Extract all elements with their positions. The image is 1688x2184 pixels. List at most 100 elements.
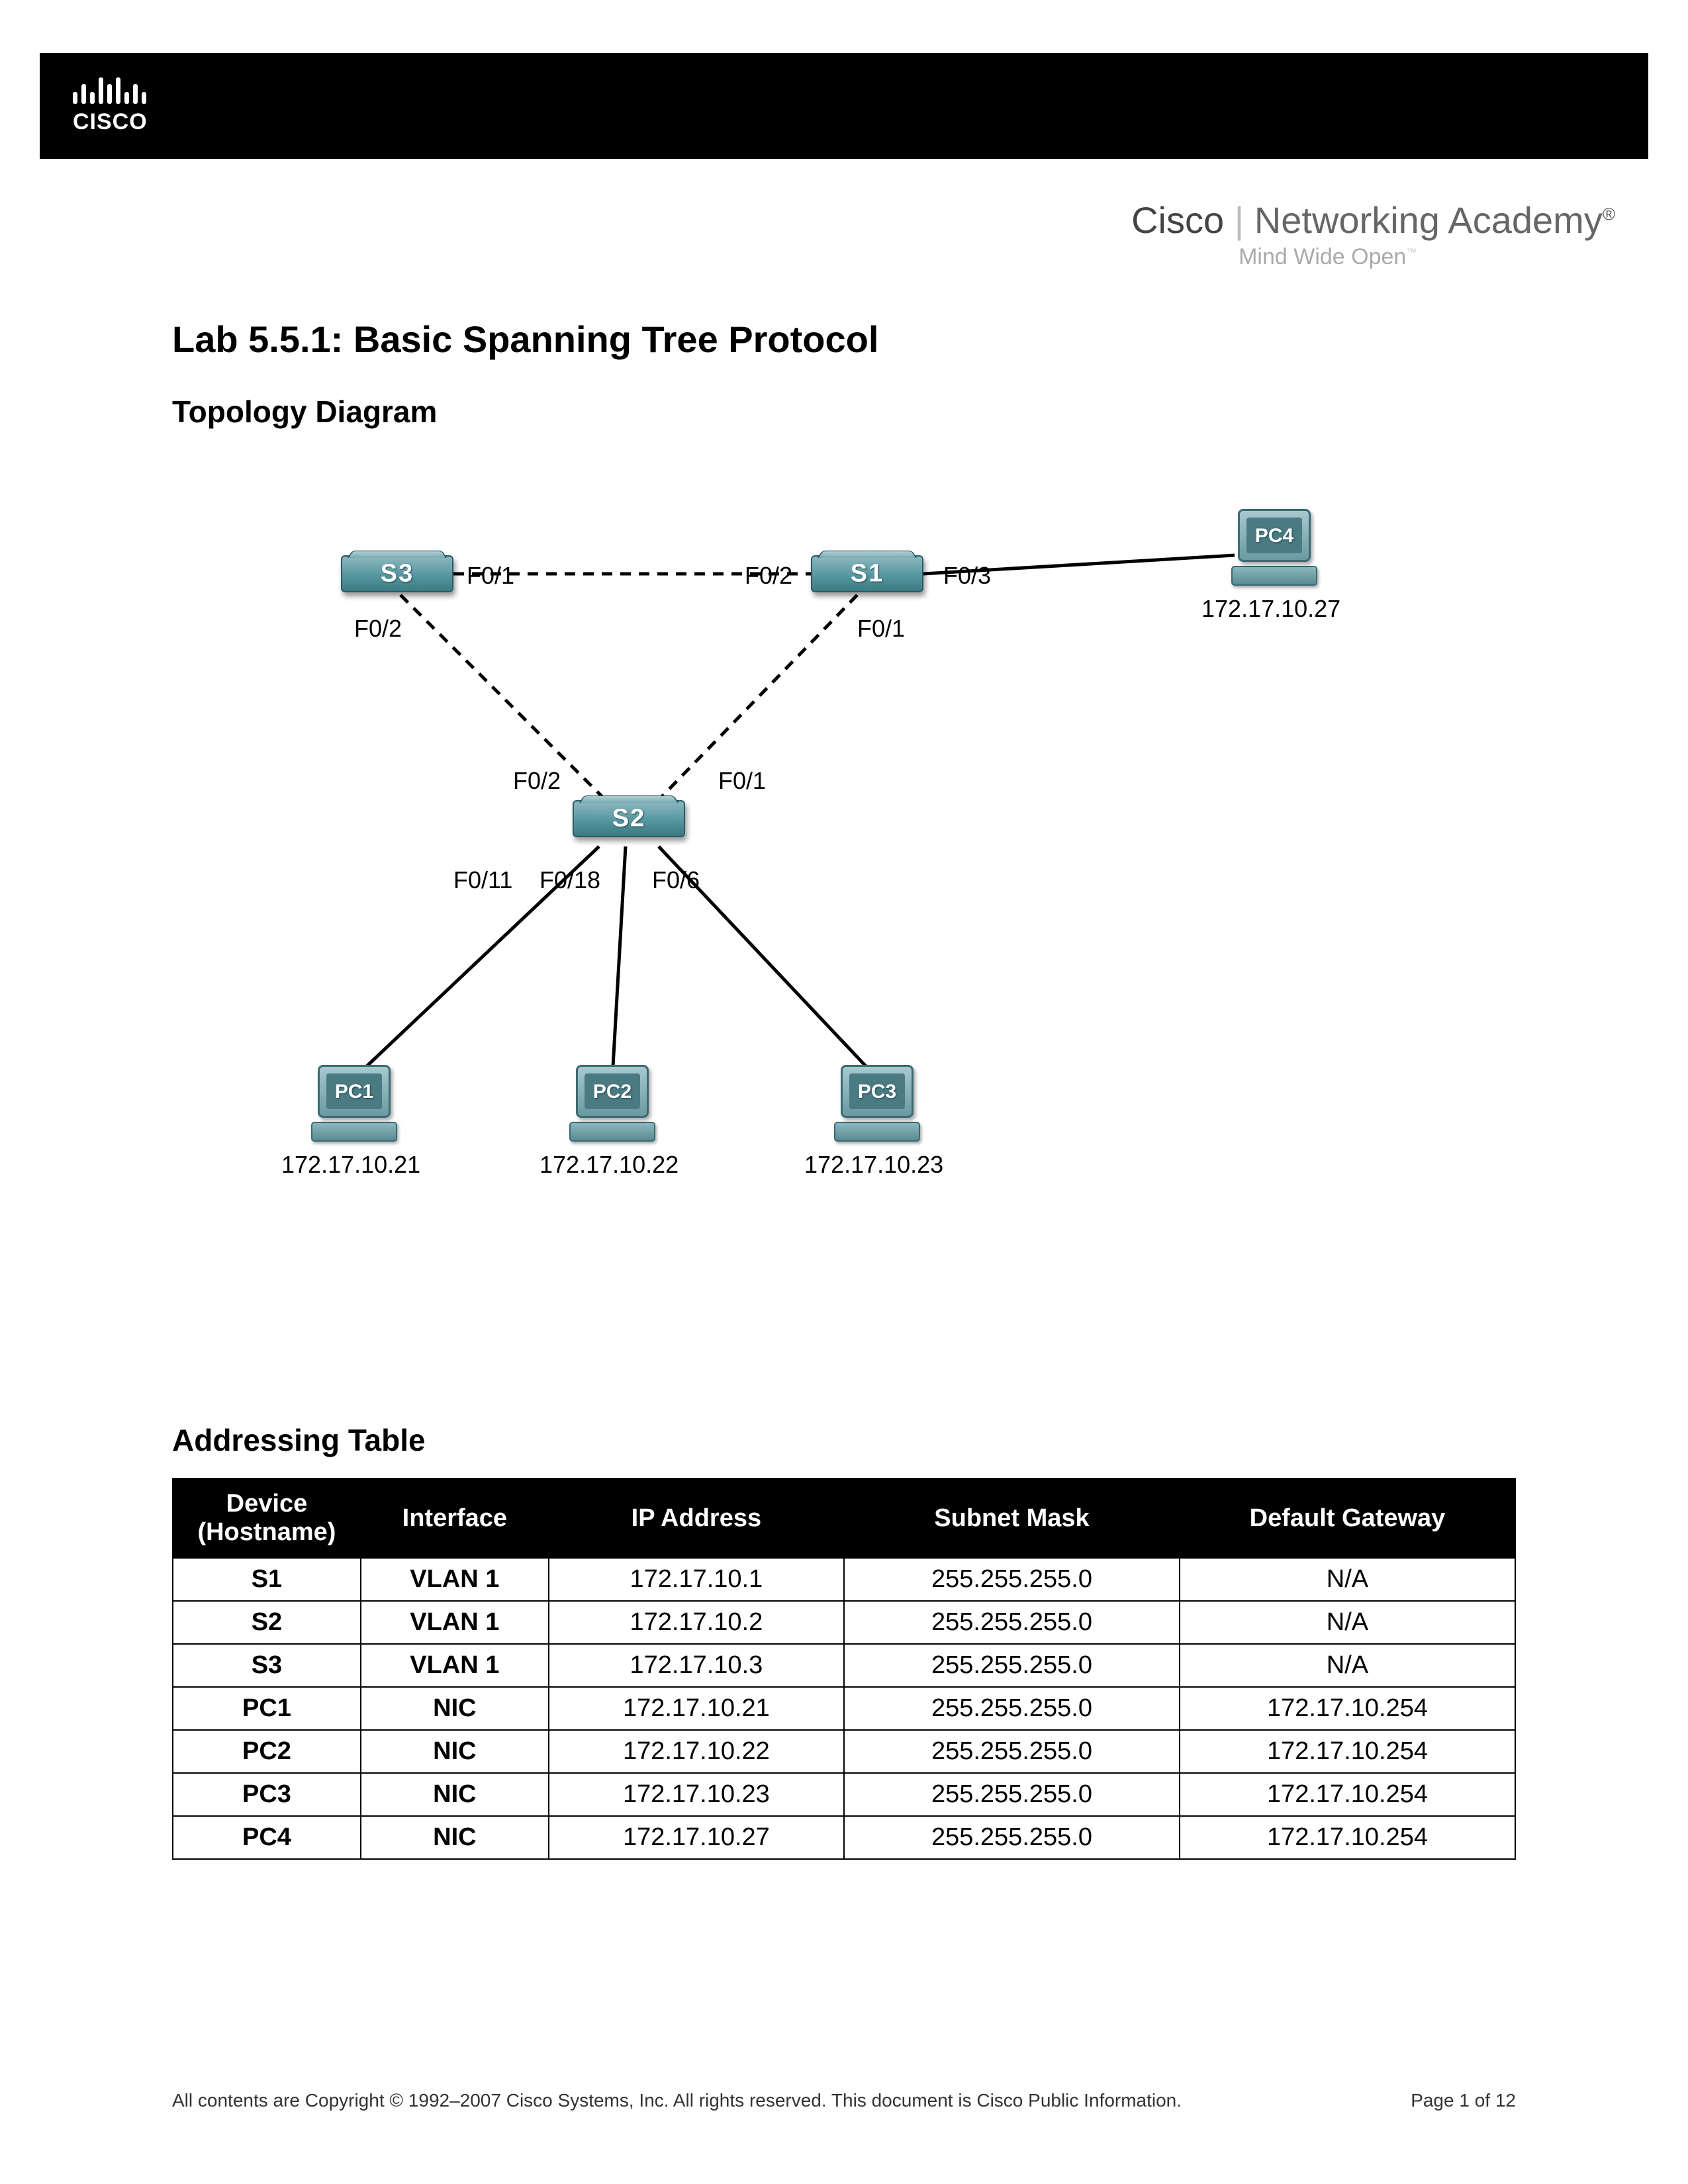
pc-ip-pc2: 172.17.10.22	[539, 1151, 679, 1179]
port-label: F0/1	[467, 562, 514, 590]
academy-branding: Cisco | Networking Academy® Mind Wide Op…	[1131, 199, 1615, 270]
table-row: PC3NIC172.17.10.23255.255.255.0172.17.10…	[173, 1773, 1515, 1816]
table-row: PC4NIC172.17.10.27255.255.255.0172.17.10…	[173, 1816, 1515, 1859]
table-cell: 172.17.10.2	[549, 1601, 844, 1644]
content-area: Lab 5.5.1: Basic Spanning Tree Protocol …	[172, 318, 1516, 1860]
switch-s1: S1	[811, 555, 923, 602]
table-cell: 172.17.10.254	[1180, 1773, 1515, 1816]
table-cell: PC1	[173, 1687, 361, 1730]
pc-base-icon	[311, 1122, 397, 1142]
table-cell: 255.255.255.0	[844, 1773, 1180, 1816]
table-cell: N/A	[1180, 1558, 1515, 1601]
switch-icon: S3	[341, 555, 453, 592]
pc-label: PC4	[1255, 525, 1293, 547]
port-label: F0/18	[539, 866, 600, 894]
pc-label: PC2	[593, 1081, 632, 1103]
pc-pc1: PC1	[308, 1065, 400, 1144]
table-cell: PC3	[173, 1773, 361, 1816]
port-label: F0/11	[453, 866, 512, 894]
page-footer: All contents are Copyright © 1992–2007 C…	[172, 2090, 1516, 2111]
table-cell: S2	[173, 1601, 361, 1644]
topology-heading: Topology Diagram	[172, 394, 1516, 430]
document-page: CISCO Cisco | Networking Academy® Mind W…	[0, 0, 1688, 2184]
table-header-cell: Subnet Mask	[844, 1479, 1180, 1558]
table-cell: VLAN 1	[361, 1601, 549, 1644]
pc-label: PC1	[335, 1081, 373, 1103]
table-cell: 172.17.10.1	[549, 1558, 844, 1601]
academy-tagline-line: Mind Wide Open™	[1239, 244, 1615, 270]
port-label: F0/6	[652, 866, 700, 894]
switch-icon: S1	[811, 555, 923, 592]
port-label: F0/1	[857, 615, 905, 643]
table-cell: 255.255.255.0	[844, 1601, 1180, 1644]
table-cell: N/A	[1180, 1644, 1515, 1687]
pc-base-icon	[834, 1122, 920, 1142]
table-cell: 255.255.255.0	[844, 1687, 1180, 1730]
trademark-mark: ™	[1406, 248, 1417, 259]
addressing-heading: Addressing Table	[172, 1422, 1516, 1458]
pc-ip-pc3: 172.17.10.23	[804, 1151, 943, 1179]
port-label: F0/2	[745, 562, 792, 590]
table-header-cell: IP Address	[549, 1479, 844, 1558]
table-row: S1VLAN 1172.17.10.1255.255.255.0N/A	[173, 1558, 1515, 1601]
table-cell: 172.17.10.254	[1180, 1687, 1515, 1730]
cisco-logo: CISCO	[73, 77, 148, 135]
table-cell: 172.17.10.21	[549, 1687, 844, 1730]
table-cell: 255.255.255.0	[844, 1730, 1180, 1773]
table-cell: PC4	[173, 1816, 361, 1859]
table-cell: NIC	[361, 1816, 549, 1859]
cisco-logo-text: CISCO	[73, 109, 148, 135]
port-label: F0/2	[354, 615, 402, 643]
table-cell: NIC	[361, 1773, 549, 1816]
table-cell: 172.17.10.3	[549, 1644, 844, 1687]
pc-base-icon	[1231, 566, 1317, 586]
page-title: Lab 5.5.1: Basic Spanning Tree Protocol	[172, 318, 1516, 361]
pc-pc2: PC2	[566, 1065, 659, 1144]
academy-title: Networking Academy	[1254, 199, 1603, 241]
table-cell: 172.17.10.23	[549, 1773, 844, 1816]
academy-divider: |	[1235, 199, 1244, 241]
registered-mark: ®	[1603, 204, 1615, 224]
table-row: PC2NIC172.17.10.22255.255.255.0172.17.10…	[173, 1730, 1515, 1773]
table-cell: 255.255.255.0	[844, 1644, 1180, 1687]
table-header-cell: Device(Hostname)	[173, 1479, 361, 1558]
table-row: S2VLAN 1172.17.10.2255.255.255.0N/A	[173, 1601, 1515, 1644]
cisco-bars-icon	[73, 77, 148, 104]
switch-s3: S3	[341, 555, 453, 602]
switch-s2: S2	[573, 800, 685, 846]
table-cell: VLAN 1	[361, 1644, 549, 1687]
academy-brand: Cisco	[1131, 199, 1224, 241]
footer-copyright: All contents are Copyright © 1992–2007 C…	[172, 2090, 1182, 2111]
topology-diagram: S3S1S2PC4172.17.10.27PC1172.17.10.21PC21…	[281, 469, 1407, 1303]
network-link	[612, 846, 626, 1078]
table-cell: 172.17.10.22	[549, 1730, 844, 1773]
switch-icon: S2	[573, 800, 685, 837]
pc-pc3: PC3	[831, 1065, 923, 1144]
table-cell: 255.255.255.0	[844, 1558, 1180, 1601]
addressing-table: Device(Hostname)InterfaceIP AddressSubne…	[172, 1478, 1516, 1860]
table-header-cell: Default Gateway	[1180, 1479, 1515, 1558]
academy-tagline: Mind Wide Open	[1239, 244, 1406, 269]
header-bar: CISCO	[40, 53, 1648, 159]
switch-label: S3	[381, 560, 414, 588]
table-cell: VLAN 1	[361, 1558, 549, 1601]
port-label: F0/2	[513, 767, 561, 795]
table-cell: S1	[173, 1558, 361, 1601]
switch-label: S2	[612, 805, 645, 833]
table-cell: 172.17.10.27	[549, 1816, 844, 1859]
table-row: S3VLAN 1172.17.10.3255.255.255.0N/A	[173, 1644, 1515, 1687]
table-cell: PC2	[173, 1730, 361, 1773]
table-cell: N/A	[1180, 1601, 1515, 1644]
table-cell: NIC	[361, 1730, 549, 1773]
pc-ip-pc4: 172.17.10.27	[1201, 595, 1340, 623]
network-link	[400, 595, 612, 807]
table-cell: S3	[173, 1644, 361, 1687]
port-label: F0/1	[718, 767, 766, 795]
pc-base-icon	[569, 1122, 655, 1142]
switch-label: S1	[851, 560, 884, 588]
table-cell: NIC	[361, 1687, 549, 1730]
table-cell: 172.17.10.254	[1180, 1816, 1515, 1859]
port-label: F0/3	[943, 562, 991, 590]
footer-page-number: Page 1 of 12	[1411, 2090, 1516, 2111]
pc-pc4: PC4	[1228, 509, 1321, 588]
